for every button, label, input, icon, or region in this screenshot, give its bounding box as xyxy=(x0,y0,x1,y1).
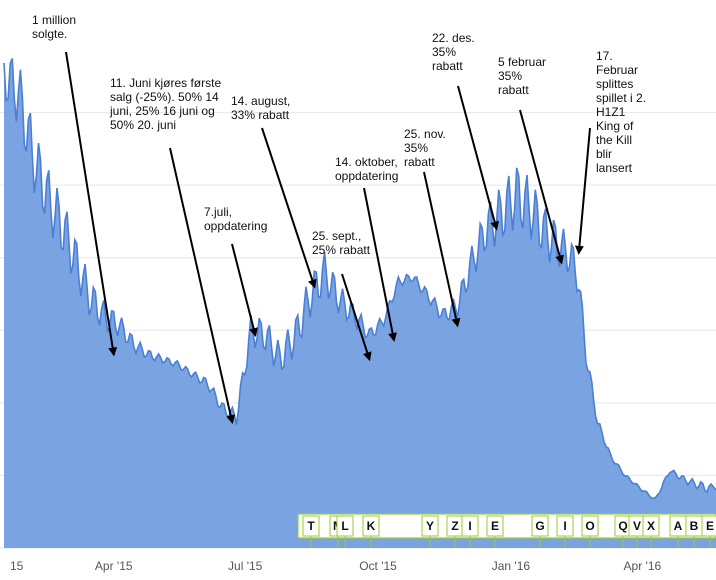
annotation-3: 14. august, 33% rabatt xyxy=(231,94,290,122)
annotation-arrow-9 xyxy=(574,127,591,255)
event-marker-4[interactable]: Y xyxy=(426,519,434,533)
annotation-9: 17. Februar splittes spillet i 2. H1Z1 King o… xyxy=(596,49,646,175)
annotation-arrow-1 xyxy=(169,147,236,425)
annotation-2: 7.juli, oppdatering xyxy=(204,205,267,233)
event-markers: TMLKYZIEGIOQVXABE xyxy=(297,513,716,548)
x-tick-label-1: Apr '15 xyxy=(95,559,133,573)
annotation-1: 11. Juni kjøres første salg (-25%). 50% 1… xyxy=(109,76,221,132)
event-marker-5[interactable]: Z xyxy=(451,519,458,533)
series-line xyxy=(3,58,716,499)
event-marker-3[interactable]: K xyxy=(367,519,376,533)
event-marker-15[interactable]: B xyxy=(690,519,699,533)
x-tick-label-0: 15 xyxy=(10,559,24,573)
event-marker-0[interactable]: T xyxy=(307,519,315,533)
event-marker-7[interactable]: E xyxy=(491,519,499,533)
event-marker-2[interactable]: L xyxy=(341,519,348,533)
area-layer xyxy=(3,58,716,549)
annotation-arrow-3 xyxy=(261,127,317,289)
annotations: 1 million solgte. 11. Juni kjøres første sa… xyxy=(32,13,646,425)
annotation-arrow-4 xyxy=(341,273,372,362)
annotation-8: 5 februar 35% rabatt xyxy=(498,55,546,97)
x-tick-label-5: Apr '16 xyxy=(624,559,662,573)
event-marker-11[interactable]: Q xyxy=(618,519,627,533)
event-marker-12[interactable]: V xyxy=(633,519,641,533)
annotation-arrow-0 xyxy=(65,51,118,357)
x-tick-label-3: Oct '15 xyxy=(359,559,397,573)
annotation-6: 25. nov. 35% rabatt xyxy=(404,127,446,169)
event-marker-10[interactable]: O xyxy=(585,519,594,533)
annotation-arrow-8 xyxy=(519,109,564,265)
annotation-5: 14. oktober, oppdatering xyxy=(335,155,398,183)
x-tick-label-2: Jul '15 xyxy=(228,559,263,573)
x-axis: 15 Apr '15 Jul '15 Oct '15 Jan '16 Apr '16 xyxy=(10,559,661,573)
event-marker-6[interactable]: I xyxy=(468,519,471,533)
annotation-4: 25. sept., 25% rabatt xyxy=(312,229,371,257)
annotation-0: 1 million solgte. xyxy=(32,13,76,41)
annotation-arrow-6 xyxy=(423,171,461,328)
event-marker-9[interactable]: I xyxy=(563,519,566,533)
event-marker-16[interactable]: E xyxy=(706,519,714,533)
series-area xyxy=(4,58,716,549)
annotation-arrow-5 xyxy=(363,187,398,342)
annotation-arrow-2 xyxy=(231,243,258,338)
event-marker-8[interactable]: G xyxy=(535,519,544,533)
event-marker-14[interactable]: A xyxy=(674,519,683,533)
event-marker-13[interactable]: X xyxy=(647,519,655,533)
x-tick-label-4: Jan '16 xyxy=(492,559,531,573)
annotation-arrow-7 xyxy=(457,85,500,231)
annotation-7: 22. des. 35% rabatt xyxy=(432,31,475,73)
